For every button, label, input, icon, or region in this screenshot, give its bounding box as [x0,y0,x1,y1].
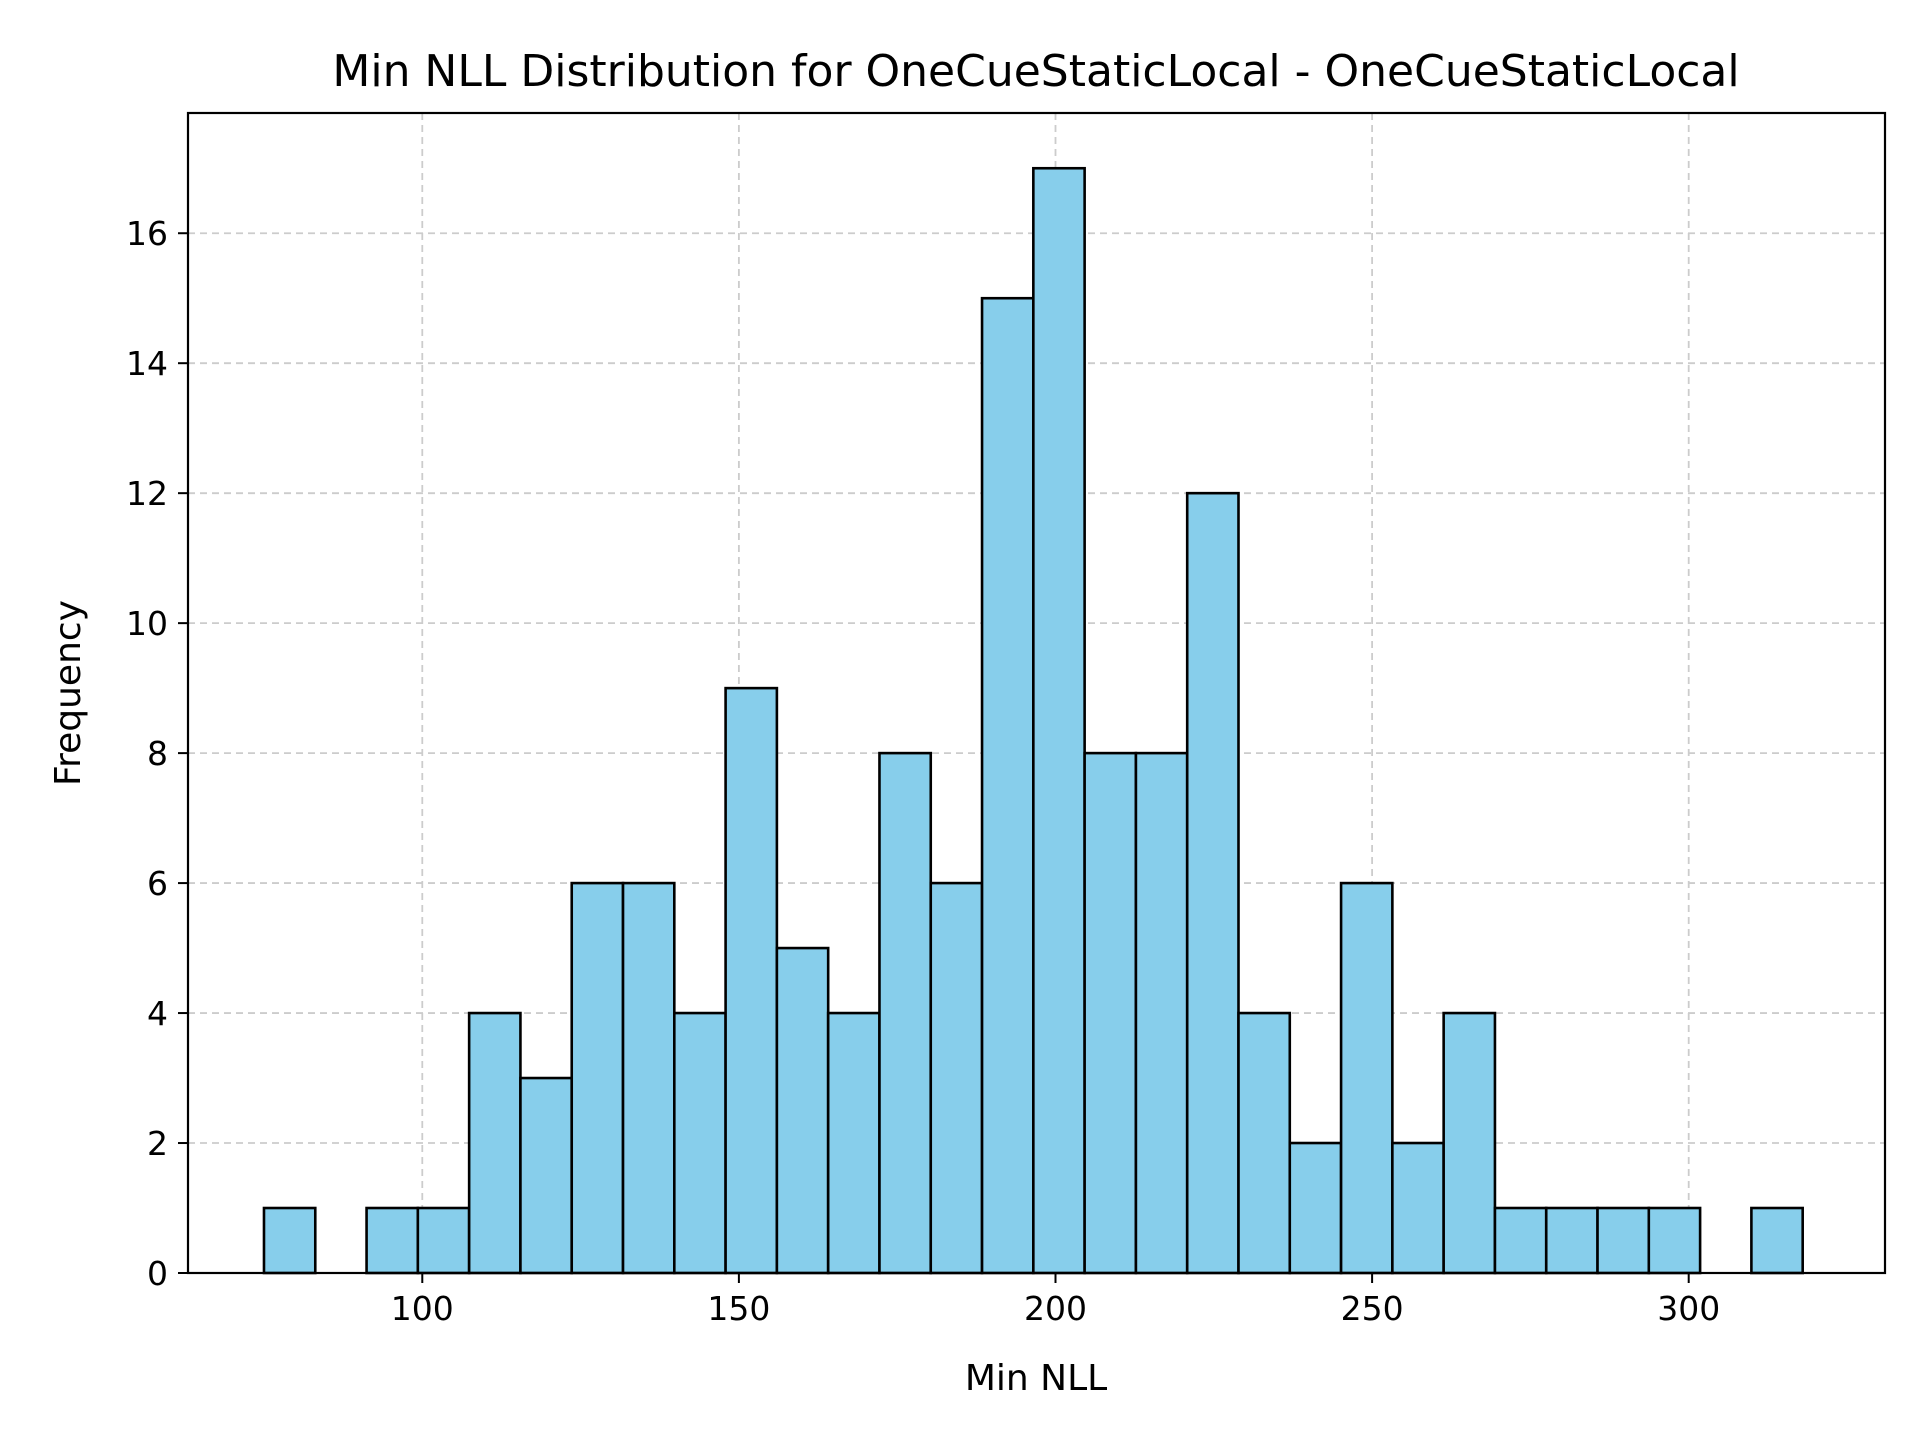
x-tick-label: 150 [707,1289,770,1328]
histogram-bar [1596,1206,1651,1275]
histogram-bar [929,881,984,1275]
y-tick-label: 10 [126,604,168,643]
histogram-bar [1237,1011,1292,1275]
histogram-bar [980,296,1035,1275]
histogram-bar [1032,166,1086,1275]
histogram-bar [878,751,933,1275]
histogram-bar [775,946,830,1275]
y-tick-label: 14 [126,344,168,383]
x-axis-label: Min NLL [965,1358,1107,1399]
x-tick-label: 100 [391,1289,454,1328]
histogram-bar [1185,491,1240,1275]
histogram-bar [1493,1206,1548,1275]
histogram-bar [1544,1206,1599,1275]
histogram-bar [1288,1141,1343,1275]
histogram-bar [1750,1206,1804,1275]
x-tick-label: 250 [1341,1289,1404,1328]
histogram-bar [826,1011,881,1275]
y-tick-label: 6 [147,864,168,903]
histogram-bar [1339,881,1394,1275]
y-tick-label: 16 [126,214,168,253]
histogram-bar [1391,1141,1445,1275]
chart-title: Min NLL Distribution for OneCueStaticLoc… [332,46,1739,97]
x-tick-label: 300 [1657,1289,1720,1328]
histogram-bar [1134,751,1189,1275]
histogram-bar [262,1206,317,1275]
histogram-bar [519,1076,574,1275]
plot-frame [186,111,1887,1275]
histogram-bar [1647,1206,1702,1275]
y-tick-label: 12 [126,474,168,513]
y-axis-label: Frequency [48,600,89,786]
y-tick-label: 2 [147,1124,168,1163]
histogram-bar [621,881,676,1275]
y-tick-label: 0 [147,1254,168,1293]
histogram-bar [673,1011,727,1275]
histogram-bar [1442,1011,1497,1275]
x-axis-ticks: 100 150 200 250 300 [391,1273,1720,1328]
histogram-bar [467,1011,522,1275]
histogram-bar [1083,751,1138,1275]
histogram-bar [724,686,779,1275]
x-tick-label: 200 [1024,1289,1087,1328]
histogram-bar [365,1206,420,1275]
y-tick-label: 8 [147,734,168,773]
histogram-bars [262,166,1804,1275]
y-axis-ticks: 0 2 4 6 8 10 12 14 16 [126,214,188,1293]
histogram-bar [570,881,625,1275]
histogram-bar [416,1206,471,1275]
y-tick-label: 4 [147,994,168,1033]
